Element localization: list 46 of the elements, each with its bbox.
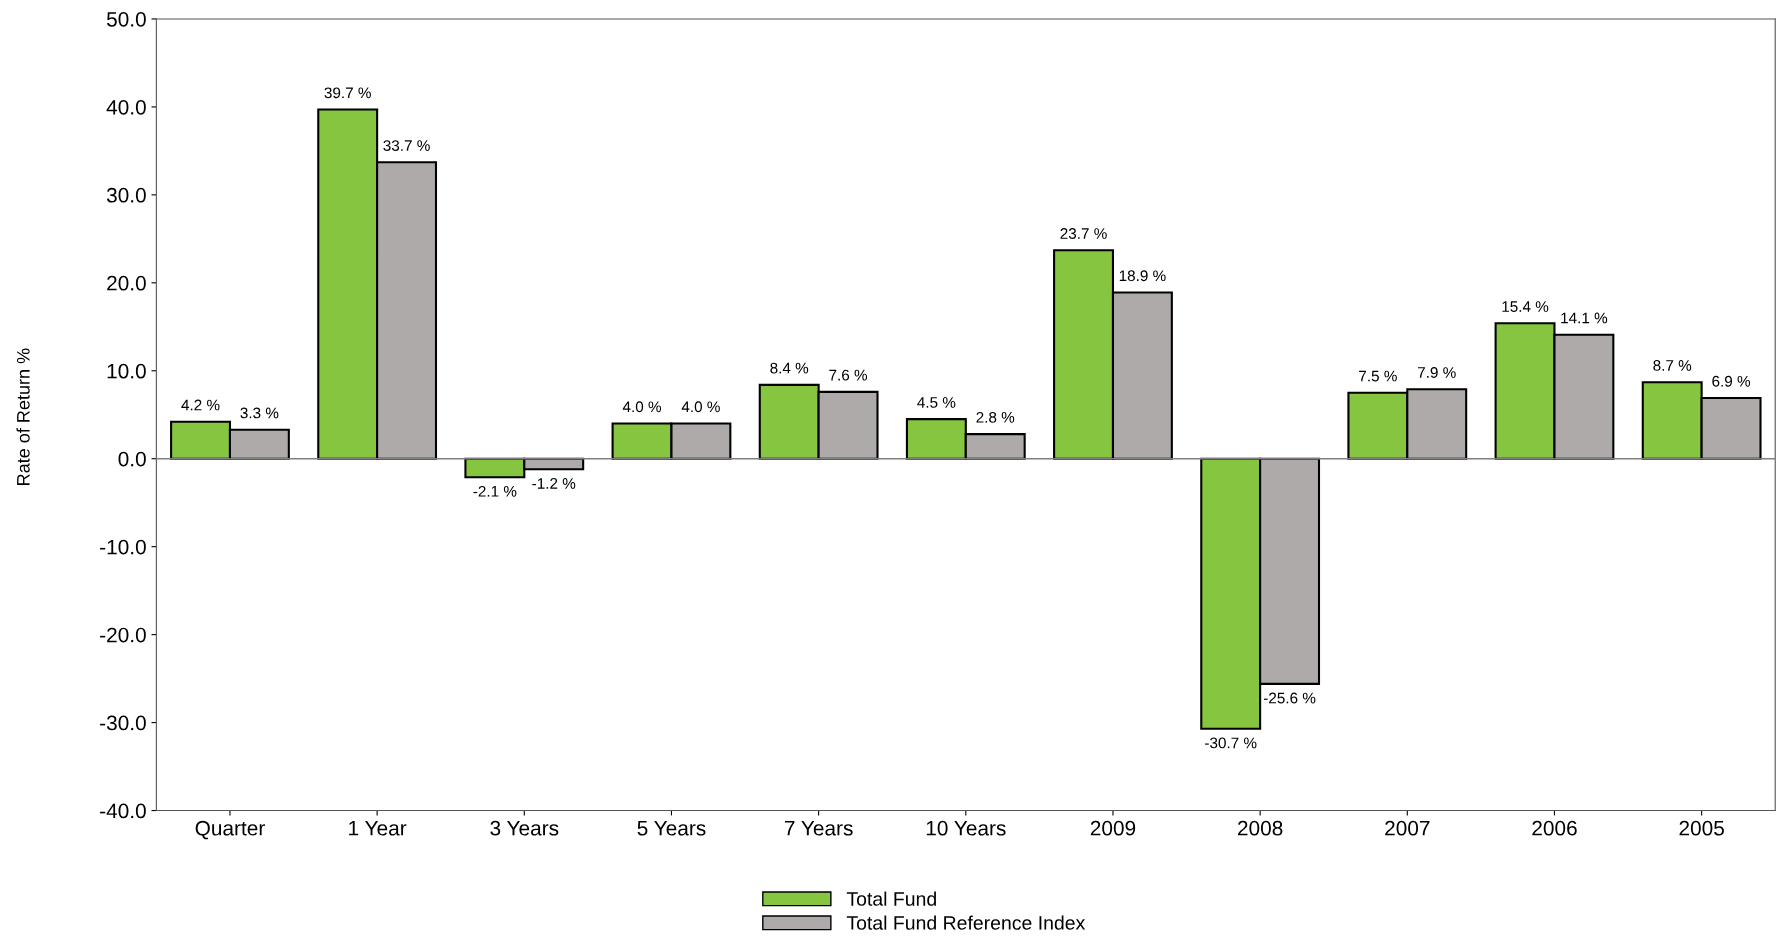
data-label: 14.1 % — [1561, 312, 1608, 324]
legend-label: Total Fund — [846, 891, 936, 906]
x-tick-label: 2007 — [1385, 820, 1430, 836]
data-label: 4.0 % — [622, 401, 662, 413]
x-tick-label: 1 Year — [349, 821, 407, 836]
data-label: -25.6 % — [1263, 692, 1316, 704]
y-axis-title: Rate of Return % — [16, 348, 30, 485]
y-tick-label: 50.0 — [106, 11, 146, 27]
y-tick-label: -30.0 — [100, 715, 146, 731]
data-label: 8.4 % — [770, 362, 809, 374]
data-label: -1.2 % — [532, 478, 576, 489]
data-label: 39.7 % — [324, 87, 371, 99]
data-label: 8.7 % — [1653, 360, 1692, 371]
y-tick-label: 30.0 — [106, 187, 146, 203]
data-label: -2.1 % — [473, 485, 517, 497]
x-tick-label: 2009 — [1090, 820, 1136, 836]
x-tick-label: 2006 — [1532, 820, 1577, 836]
data-label: 4.2 % — [181, 399, 220, 411]
data-label: 7.5 % — [1359, 370, 1397, 382]
y-tick-label: 0.0 — [118, 451, 146, 467]
y-tick-label: 40.0 — [106, 99, 146, 115]
x-tick-label: 3 Years — [490, 820, 559, 836]
data-label: 4.5 % — [917, 397, 956, 408]
y-tick-label: 10.0 — [107, 363, 146, 379]
x-tick-label: 7 Years — [784, 821, 853, 836]
x-tick-label: 10 Years — [926, 820, 1006, 836]
x-tick-label: Quarter — [195, 820, 265, 840]
x-tick-label: 2008 — [1238, 820, 1283, 836]
y-tick-label: -10.0 — [100, 539, 146, 555]
x-tick-label: 2005 — [1679, 820, 1724, 836]
data-label: -30.7 % — [1205, 737, 1257, 749]
data-label: 7.6 % — [829, 369, 868, 381]
data-label: 7.9 % — [1417, 367, 1456, 378]
y-tick-label: -40.0 — [100, 803, 146, 819]
y-tick-label: -20.0 — [100, 627, 146, 643]
y-tick-label: 20.0 — [107, 275, 146, 291]
data-label: 23.7 % — [1060, 228, 1107, 239]
data-label: 6.9 % — [1712, 375, 1751, 387]
data-label: 2.8 % — [976, 411, 1015, 423]
data-label: 4.0 % — [681, 401, 720, 413]
legend-label: Total Fund Reference Index — [846, 915, 1086, 930]
data-label: 15.4 % — [1502, 301, 1549, 312]
x-tick-label: 5 Years — [637, 821, 706, 836]
data-label: 33.7 % — [383, 140, 430, 151]
data-label: 3.3 % — [240, 407, 279, 419]
data-label: 18.9 % — [1119, 270, 1166, 282]
